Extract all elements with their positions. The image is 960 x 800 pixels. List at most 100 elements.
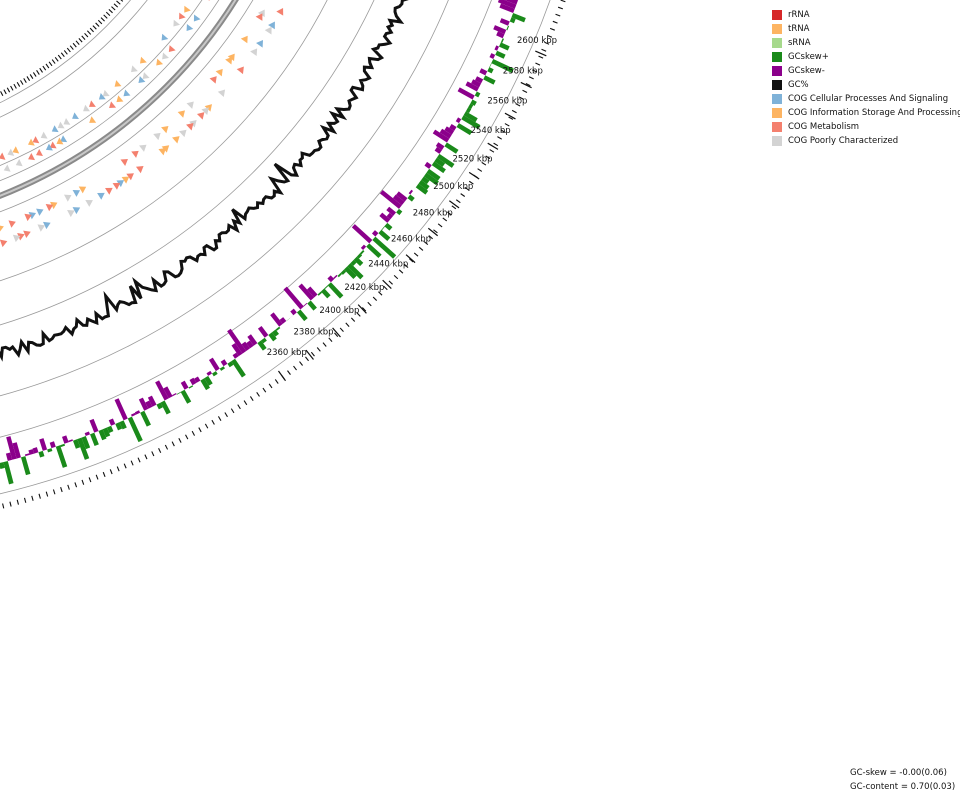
scale-tick [211, 419, 215, 425]
cog-cellular-feature [45, 143, 53, 151]
scale-tick [88, 477, 92, 483]
scale-tick [249, 396, 254, 401]
scale-tick [433, 229, 438, 234]
track-rings [0, 0, 551, 495]
gc-content-line [0, 0, 409, 362]
scale-tick [305, 356, 309, 362]
gc-skew-negative [5, 452, 13, 461]
scale-label: 2420 kbp [344, 283, 384, 293]
cog-metabolism-feature [120, 158, 128, 166]
gc-skew-positive [465, 107, 472, 114]
cog-metabolism-feature [36, 148, 43, 157]
gc-skew-positive [421, 176, 430, 185]
scale-tick [437, 223, 443, 228]
cog-metabolism-feature [109, 101, 117, 109]
cog-information-feature [177, 110, 185, 118]
legend-item: sRNA [772, 36, 960, 50]
scale-tick [86, 30, 92, 35]
gc-skew-negative [24, 453, 30, 457]
gc-skew-positive [418, 180, 430, 190]
scale-tick [442, 217, 448, 222]
gc-skew-negative [257, 325, 269, 338]
cog-metabolism-feature [135, 166, 144, 174]
gc-skew-negative [289, 315, 294, 319]
gc-skew-positive [98, 429, 107, 441]
legend-label: sRNA [788, 38, 811, 48]
gc-skew-negative [489, 53, 496, 59]
gc-skew-positive [271, 329, 279, 337]
cog-information-feature [158, 148, 167, 156]
legend-swatch [772, 108, 782, 118]
scale-tick [111, 6, 116, 11]
scale-tick [113, 3, 119, 8]
legend-swatch [772, 94, 782, 104]
cog-metabolism-feature [0, 239, 8, 248]
gc-skew-positive [3, 460, 14, 485]
scale-tick [555, 13, 561, 17]
scale-tick [383, 285, 388, 291]
cog-cellular-feature [60, 135, 68, 143]
gc-skew-positive [268, 332, 277, 342]
scale-label: 2440 kbp [368, 259, 408, 269]
cog-poorly-characterized-feature [173, 19, 181, 27]
gc-skew-positive [204, 375, 213, 386]
cog-cellular-feature [72, 207, 81, 215]
gc-skew-negative [494, 45, 499, 51]
gc-skew-positive [200, 378, 211, 391]
gc-skew-negative [12, 442, 21, 459]
cog-metabolism-feature [236, 66, 244, 75]
scale-tick [518, 96, 524, 100]
gc-skew-positive [327, 282, 344, 299]
gc-skew-negative [68, 439, 73, 443]
legend-swatch [772, 122, 782, 132]
gc-skew-positive [506, 25, 510, 31]
cog-cellular-feature [123, 89, 131, 97]
gc-skew-positive [359, 249, 365, 255]
gc-skew-positive [381, 226, 385, 231]
gc-skew-negative [155, 380, 169, 401]
gc-skew-positive [140, 410, 151, 427]
scale-tick [0, 91, 4, 97]
gc-skew-negative [424, 161, 432, 169]
scale-tick [97, 19, 103, 25]
gc-skew-negative [208, 357, 220, 372]
cog-cellular-feature [268, 21, 275, 30]
gc-skew-positive [275, 326, 281, 331]
scale-major-tick [427, 227, 439, 237]
cog-poorly-characterized-feature [57, 121, 65, 129]
cog-cellular-feature [193, 14, 201, 22]
cog-poorly-characterized-feature [139, 144, 147, 152]
scale-tick [372, 296, 378, 301]
scale-tick [237, 404, 241, 410]
cog-poorly-characterized-feature [153, 132, 161, 141]
legend-label: GC% [788, 80, 809, 90]
gc-skew-negative [89, 418, 99, 433]
gc-skew-negative [194, 376, 201, 383]
scale-tick [108, 8, 113, 14]
track-ring [0, 0, 492, 438]
track-ring [0, 0, 203, 166]
cog-cellular-feature [97, 192, 105, 200]
gc-skew-negative [499, 18, 510, 26]
gc-skew-negative [227, 328, 247, 354]
scale-tick [26, 76, 31, 81]
gc-skew-positive [413, 187, 416, 191]
gc-skew-positive [431, 161, 446, 174]
cog-poorly-characterized-feature [85, 199, 93, 207]
scale-tick [9, 501, 12, 507]
gc-skew-positive [38, 450, 45, 458]
gc-skew-negative [163, 386, 173, 399]
gc-skew-negative [496, 31, 505, 39]
scale-tick [191, 430, 196, 436]
scale-tick [123, 463, 127, 469]
cog-metabolism-feature [276, 7, 284, 16]
cog-information-feature [240, 35, 248, 44]
scale-tick [316, 347, 321, 352]
cog-cellular-feature [36, 208, 44, 216]
legend-label: COG Metabolism [788, 122, 860, 132]
scale-tick [268, 383, 273, 389]
scale-label: 2500 kbp [433, 182, 473, 192]
scale-tick [541, 48, 547, 52]
gc-skew-negative [32, 447, 39, 454]
gc-skew-negative [39, 438, 48, 451]
